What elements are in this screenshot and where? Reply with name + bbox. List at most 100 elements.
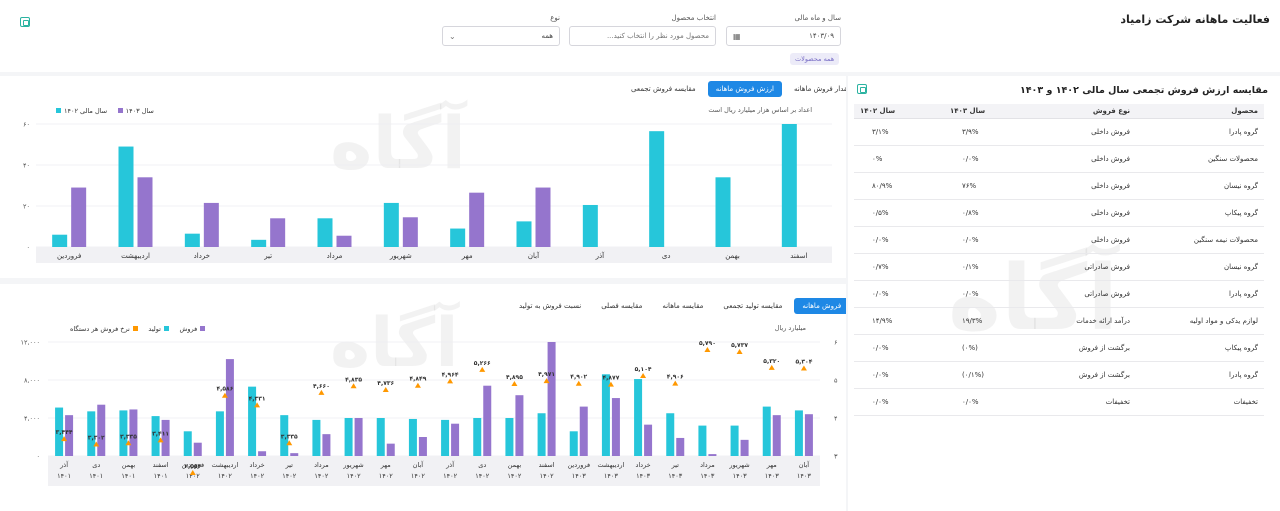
bottom-chart-tabs: فروش ماهانه مقایسه تولید تجمعی مقایسه ما… — [511, 298, 846, 314]
legend-item[interactable]: فروش — [179, 325, 206, 333]
rate-value-label: ۴,۸۳۵ — [345, 376, 362, 383]
legend-item[interactable]: سال ۱۴۰۳ — [117, 107, 154, 115]
production-bar — [634, 379, 643, 456]
legend-item[interactable]: نرخ فروش هر دستگاه — [70, 325, 138, 333]
tab-monthly-comparison[interactable]: مقایسه ماهانه — [662, 302, 704, 310]
production-bar — [215, 411, 224, 456]
sales-bar — [97, 404, 106, 456]
tab-seasonal-comparison[interactable]: مقایسه فصلی — [601, 302, 643, 310]
rate-value-label: ۴,۸۷۷ — [602, 375, 619, 382]
rate-marker — [479, 366, 486, 372]
selected-products-tag[interactable]: همه محصولات — [790, 53, 840, 65]
product-select[interactable] — [569, 26, 716, 46]
legend-item[interactable]: سال مالی ۱۴۰۲ — [56, 107, 107, 115]
legend-item[interactable]: تولید — [148, 325, 169, 333]
product-input[interactable] — [576, 32, 709, 40]
sales-bar — [804, 414, 813, 456]
product-cell: گروه نیسان — [1136, 172, 1264, 200]
production-bar — [280, 415, 289, 456]
export-excel-icon[interactable] — [20, 17, 30, 27]
rate-marker — [254, 402, 261, 408]
sales-bar — [258, 451, 267, 456]
type-filter: نوع همه ⌄ — [442, 14, 560, 46]
product-cell: گروه پادرا — [1136, 118, 1264, 146]
y-tick-label: ۸,۰۰۰ — [24, 377, 40, 385]
x-tick-label: تیر — [671, 461, 680, 469]
product-cell: گروه نیسان — [1136, 253, 1264, 281]
year-1402-cell: ۰% — [854, 145, 944, 173]
x-tick-label: بهمن — [122, 461, 136, 469]
rate-marker — [511, 380, 518, 386]
product-cell: گروه پیکاپ — [1136, 199, 1264, 227]
rate-marker — [447, 378, 454, 384]
sale-type-cell: فروش داخلی — [1016, 118, 1136, 146]
tab-monthly-quantity[interactable]: مقدار فروش ماهانه — [793, 85, 846, 93]
x-tick-label: فروردین — [567, 461, 590, 469]
bottom-combo-chart: ۰ ۴,۰۰۰ ۸,۰۰۰ ۱۲,۰۰۰ ۳ ۴ ۵ ۶ آذر ۱۴۰۱ ۳,۴۴۴ دی ۱۴۰۱ ۳… — [20, 339, 838, 486]
x-tick-label: مرداد — [314, 461, 329, 469]
x-tick-label: ۱۴۰۳ — [636, 472, 650, 480]
rate-value-label: ۴,۹۶۴ — [442, 371, 459, 378]
y-tick-label: ۶۰ — [23, 121, 30, 129]
x-tick-label: خرداد — [635, 461, 650, 469]
bar-1403 — [137, 177, 153, 247]
production-bar — [344, 418, 353, 456]
y2-tick-label: ۵ — [834, 377, 838, 385]
type-value: همه — [541, 32, 554, 40]
rate-marker — [543, 378, 550, 384]
rate-value-label: ۵,۱۰۴ — [635, 366, 652, 373]
export-excel-icon[interactable] — [857, 84, 867, 94]
x-tick-label: آذر — [595, 251, 605, 260]
production-bar — [698, 425, 707, 456]
year-1403-cell: ۳/۹% — [944, 118, 1016, 146]
x-tick-label: ۱۴۰۱ — [89, 472, 103, 480]
chart-note: اعداد بر اساس هزار میلیارد ریال است — [708, 106, 812, 114]
table-row: لوازم یدکی و مواد اولیه درآمد ارائه خدمات… — [854, 307, 1264, 335]
rate-marker — [189, 469, 196, 475]
sales-bar — [644, 424, 653, 456]
x-tick-label: مرداد — [700, 461, 715, 469]
tab-monthly-value[interactable]: ارزش فروش ماهانه — [707, 81, 782, 97]
x-tick-label: اردیبهشت — [121, 252, 150, 260]
x-tick-label: ۱۴۰۲ — [218, 472, 232, 480]
rate-marker — [640, 373, 647, 379]
production-bar — [473, 418, 482, 456]
rate-marker — [768, 364, 775, 370]
header-bar: فعالیت ماهانه شرکت زامیاد سال و ماه مالی… — [0, 0, 1280, 72]
tab-cumulative-production[interactable]: مقایسه تولید تجمعی — [723, 302, 783, 310]
sales-bar — [161, 419, 170, 456]
rate-marker — [414, 382, 421, 388]
x-tick-label: مهر — [380, 461, 391, 469]
year-1402-cell: ۰/۵% — [854, 199, 944, 227]
x-tick-label: خرداد — [249, 461, 264, 469]
rate-value-label: ۴,۹۷۱ — [538, 371, 555, 378]
sales-bar — [418, 437, 427, 456]
table-row: گروه پیکاپ برگشت از فروش (۰%) ۰/۰% — [854, 334, 1264, 362]
sale-type-cell: فروش داخلی — [1016, 199, 1136, 227]
x-tick-label: ۱۴۰۲ — [186, 472, 200, 480]
year-1403-cell: ۰/۰% — [944, 226, 1016, 254]
x-tick-label: آبان — [413, 460, 425, 469]
rate-value-label: ۴,۹۰۶ — [667, 374, 684, 381]
year-1403-cell: ۰/۸% — [944, 199, 1016, 227]
year-1402-cell: ۰/۰% — [854, 361, 944, 389]
top-chart-tabs: مقدار فروش ماهانه ارزش فروش ماهانه مقایس… — [623, 81, 846, 97]
rate-value-label: ۴,۳۳۱ — [249, 395, 266, 402]
bar-1402 — [781, 124, 797, 247]
tab-sales-to-production[interactable]: نسبت فروش به تولید — [519, 302, 582, 310]
x-tick-label: اسفند — [539, 461, 555, 469]
tab-cumulative-comparison[interactable]: مقایسه فروش تجمعی — [631, 85, 696, 93]
table-row: گروه پادرا برگشت از فروش (۰/۱%) ۰/۰% — [854, 361, 1264, 389]
x-tick-label: تیر — [263, 252, 272, 260]
x-tick-label: آذر — [59, 460, 69, 469]
date-filter-label: سال و ماه مالی — [794, 14, 841, 22]
x-tick-label: ۱۴۰۳ — [572, 472, 586, 480]
date-picker[interactable]: ۱۴۰۳/۰۹ ▦ — [726, 26, 841, 46]
tab-monthly-sales[interactable]: فروش ماهانه — [794, 298, 846, 314]
bar-1403 — [469, 192, 485, 247]
bar-1403 — [336, 235, 352, 247]
type-select[interactable]: همه ⌄ — [442, 26, 560, 46]
rate-value-label: ۵,۷۹۰ — [699, 340, 716, 347]
rate-marker — [157, 437, 164, 443]
sale-type-cell: تخفیفات — [1016, 388, 1136, 416]
